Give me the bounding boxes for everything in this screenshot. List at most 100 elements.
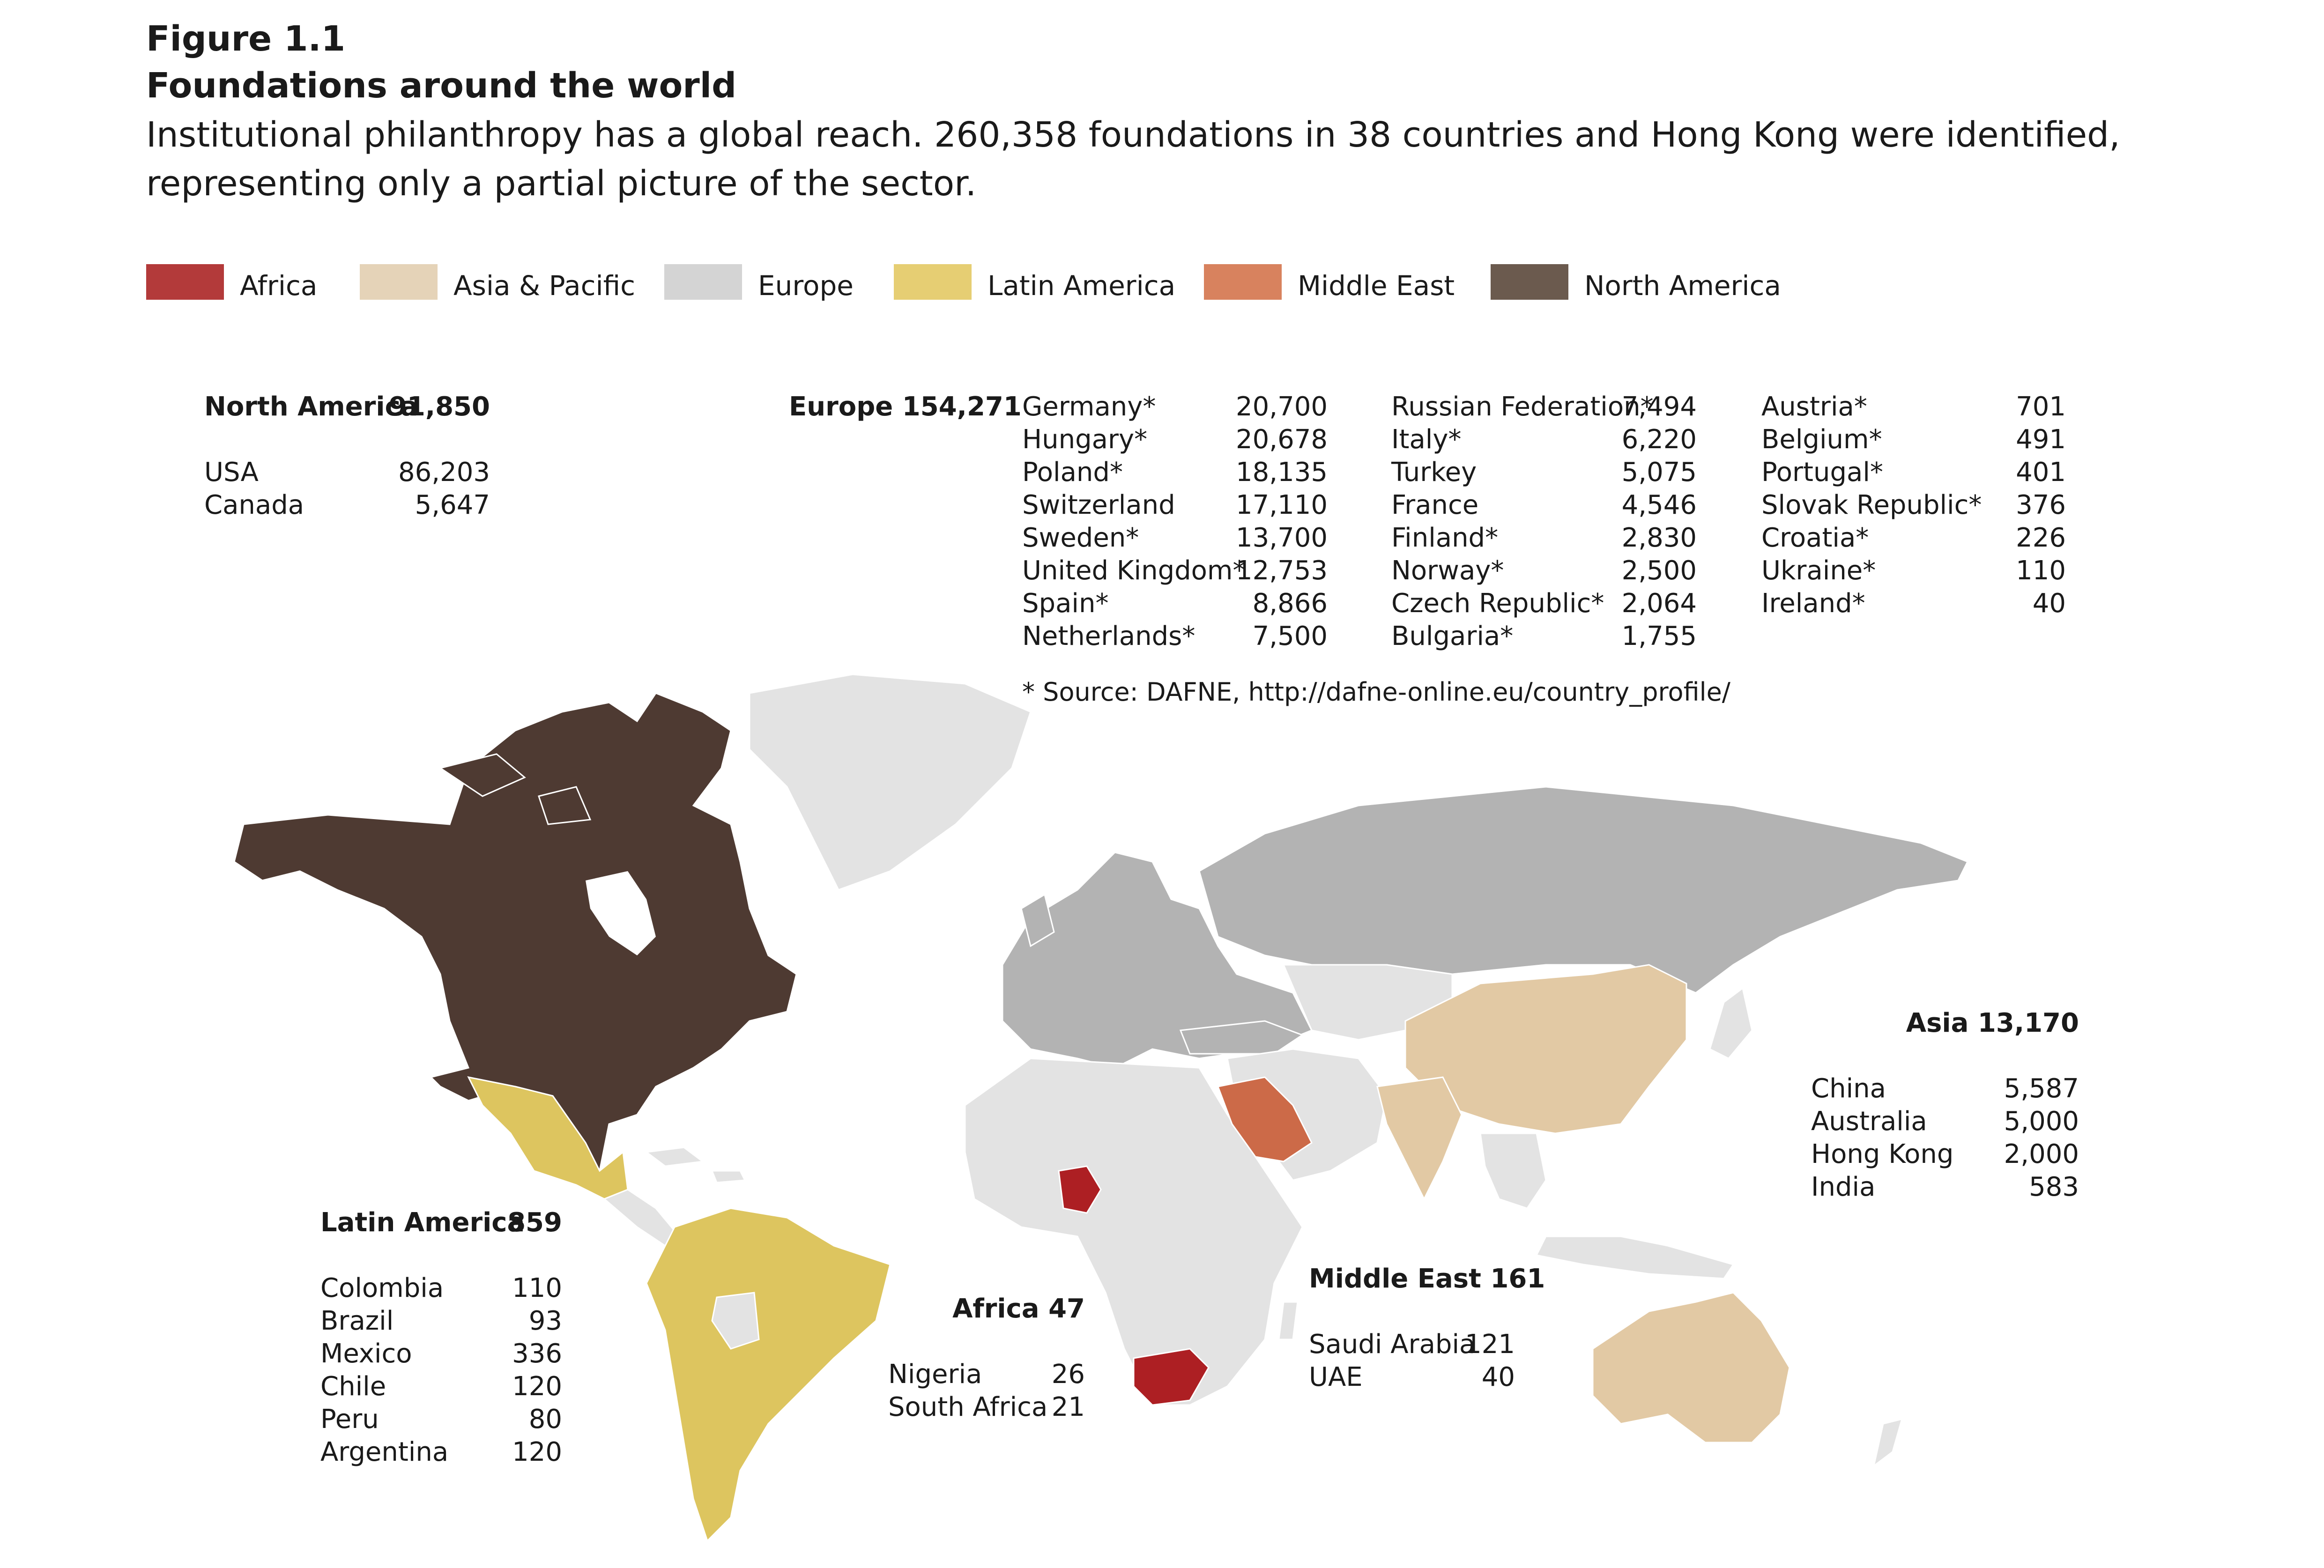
figure-title: Foundations around the world	[146, 66, 737, 106]
region-header: North America 91,850	[204, 391, 490, 423]
country-name: Canada	[204, 490, 304, 520]
list-item: Australia 5,000	[1811, 1105, 2079, 1138]
country-value: 1,755	[1621, 621, 1697, 651]
country-name: United Kingdom*	[1022, 555, 1246, 586]
country-name: UAE	[1309, 1362, 1363, 1392]
north-america-panel: North America 91,850 USA 86,203 Canada 5,6…	[204, 391, 490, 522]
list-item: Ukraine* 110	[1761, 555, 2066, 587]
region-name: Middle East	[1309, 1264, 1481, 1294]
source-note: * Source: DAFNE, http://dafne-online.eu/…	[1022, 677, 1730, 707]
region-header: Africa 47	[888, 1293, 1085, 1325]
country-value: 13,700	[1236, 523, 1328, 553]
list-item: Norway* 2,500	[1391, 555, 1697, 587]
list-item: South Africa 21	[888, 1391, 1085, 1424]
country-value: 491	[2016, 424, 2066, 455]
list-item: Germany* 20,700	[1022, 391, 1328, 423]
country-value: 5,647	[415, 490, 490, 520]
legend-item-latin-america: Latin America	[894, 262, 1184, 302]
list-item: Spain* 8,866	[1022, 587, 1328, 620]
list-item: Russian Federation* 7,494	[1391, 391, 1697, 423]
legend-swatch-europe	[664, 264, 742, 300]
list-item: United Kingdom* 12,753	[1022, 555, 1328, 587]
map-new-zealand	[1872, 1418, 1903, 1468]
legend-item-middle-east: Middle East	[1204, 262, 1485, 302]
country-value: 21	[1051, 1392, 1085, 1422]
country-value: 20,700	[1236, 392, 1328, 422]
region-name: Latin America	[320, 1207, 525, 1238]
country-name: Nigeria	[888, 1359, 982, 1390]
list-item: Austria* 701	[1761, 391, 2066, 423]
country-name: Hungary*	[1022, 424, 1148, 455]
region-total: 161	[1490, 1264, 1545, 1294]
country-name: Croatia*	[1761, 523, 1869, 553]
region-header: Europe 154,271	[789, 391, 1022, 423]
country-value: 18,135	[1236, 457, 1328, 488]
country-name: Saudi Arabia	[1309, 1329, 1476, 1360]
list-item: Saudi Arabia 121	[1309, 1328, 1515, 1361]
list-item: UAE 40	[1309, 1361, 1515, 1394]
region-total: 859	[507, 1207, 562, 1238]
country-value: 376	[2016, 490, 2066, 520]
country-value: 26	[1051, 1359, 1085, 1390]
list-item: Finland* 2,830	[1391, 522, 1697, 555]
map-russia	[1198, 786, 1969, 994]
list-item: Brazil 93	[320, 1305, 562, 1338]
region-name: Asia	[1906, 1008, 1969, 1038]
figure-label: Figure 1.1	[146, 19, 346, 59]
list-item: Czech Republic* 2,064	[1391, 587, 1697, 620]
region-header: Asia 13,170	[1811, 1007, 2079, 1040]
region-header: Middle East 161	[1309, 1263, 1545, 1295]
country-name: Hong Kong	[1811, 1139, 1954, 1169]
country-name: France	[1391, 490, 1479, 520]
country-value: 2,830	[1621, 523, 1697, 553]
map-south-africa	[1133, 1348, 1210, 1406]
list-item: USA 86,203	[204, 456, 490, 489]
country-name: Belgium*	[1761, 424, 1882, 455]
list-item: Mexico 336	[320, 1338, 562, 1370]
country-name: Germany*	[1022, 392, 1156, 422]
legend-swatch-asia-pacific	[360, 264, 438, 300]
legend-swatch-latin-america	[894, 264, 972, 300]
country-value: 336	[512, 1339, 562, 1369]
legend-swatch-north-america	[1491, 264, 1568, 300]
country-value: 7,494	[1621, 392, 1697, 422]
map-caribbean	[645, 1146, 746, 1183]
map-turkey	[1179, 1020, 1304, 1055]
legend-item-asia-pacific: Asia & Pacific	[360, 262, 641, 302]
legend-label-latin-america: Latin America	[988, 270, 1176, 302]
middle-east-panel: Middle East 161 Saudi Arabia 121 UAE 40	[1309, 1263, 1545, 1394]
list-item: Poland* 18,135	[1022, 456, 1328, 489]
map-uk-ireland	[1020, 893, 1055, 947]
map-southeast-asia	[1479, 1132, 1547, 1209]
europe-column-3: Austria* 701 Belgium* 491 Portugal* 401 Slo…	[1761, 391, 2066, 620]
list-item: Switzerland 17,110	[1022, 489, 1328, 522]
country-name: Brazil	[320, 1306, 394, 1336]
country-value: 5,000	[2004, 1106, 2079, 1137]
list-item: Chile 120	[320, 1370, 562, 1403]
country-name: Norway*	[1391, 555, 1504, 586]
country-name: Argentina	[320, 1437, 449, 1467]
legend-label-asia-pacific: Asia & Pacific	[453, 270, 635, 302]
map-nigeria	[1058, 1165, 1102, 1214]
map-central-america	[603, 1189, 681, 1247]
map-south-america	[646, 1207, 891, 1542]
list-item: Peru 80	[320, 1403, 562, 1436]
list-item: Hong Kong 2,000	[1811, 1138, 2079, 1171]
country-name: Netherlands*	[1022, 621, 1195, 651]
country-name: Italy*	[1391, 424, 1462, 455]
map-australia	[1592, 1292, 1790, 1443]
europe-column-2: Russian Federation* 7,494 Italy* 6,220 Tur…	[1391, 391, 1697, 653]
region-total: 91,850	[388, 392, 490, 422]
country-name: Colombia	[320, 1273, 444, 1303]
region-total: 154,271	[902, 392, 1022, 422]
map-saudi-arabia	[1217, 1076, 1313, 1162]
country-name: India	[1811, 1172, 1876, 1202]
country-value: 12,753	[1236, 555, 1328, 586]
country-name: Slovak Republic*	[1761, 490, 1982, 520]
legend-swatch-middle-east	[1204, 264, 1282, 300]
country-name: Sweden*	[1022, 523, 1139, 553]
map-south-america-other	[711, 1292, 760, 1350]
country-value: 2,064	[1621, 588, 1697, 619]
country-name: Mexico	[320, 1339, 412, 1369]
